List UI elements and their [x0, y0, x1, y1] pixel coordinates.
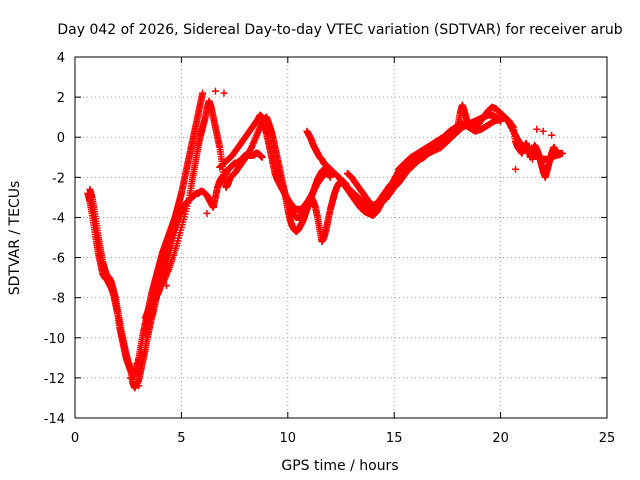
- y-tick-label: -10: [44, 332, 65, 347]
- data-point: [126, 374, 134, 382]
- data-point: [533, 125, 541, 133]
- data-point: [133, 360, 141, 368]
- data-point: [211, 87, 219, 95]
- y-tick-label: 4: [57, 51, 65, 66]
- data-point: [539, 127, 547, 135]
- x-tick-label: 25: [599, 431, 616, 446]
- data-point: [548, 131, 556, 139]
- x-axis-label: GPS time / hours: [281, 458, 398, 474]
- plot-frame: [74, 56, 608, 419]
- data-point: [97, 250, 105, 258]
- data-point: [511, 165, 519, 173]
- data-points: [84, 87, 566, 392]
- x-tick-label: 10: [280, 431, 297, 446]
- y-tick-label: 2: [57, 91, 65, 106]
- data-point: [529, 155, 537, 163]
- x-tick-label: 0: [71, 431, 79, 446]
- y-tick-label: -12: [44, 372, 65, 387]
- y-axis-label: SDTVAR / TECUs: [7, 181, 23, 296]
- axis-ticks: 0 5 10 15 20 25 -14 -12 -10 -8 -6 -4 -2 0 2 4: [44, 51, 616, 446]
- y-tick-label: 0: [57, 131, 65, 146]
- data-point: [139, 350, 147, 358]
- x-tick-label: 20: [492, 431, 509, 446]
- data-point: [203, 209, 211, 217]
- x-tick-label: 5: [177, 431, 185, 446]
- data-point: [143, 318, 151, 326]
- y-tick-label: -4: [52, 211, 65, 226]
- y-tick-label: -14: [44, 412, 65, 427]
- data-point: [220, 89, 228, 97]
- y-tick-label: -6: [52, 252, 65, 267]
- y-tick-label: -2: [52, 171, 65, 186]
- data-point: [558, 149, 566, 157]
- data-point: [199, 89, 207, 97]
- y-tick-label: -8: [52, 292, 65, 307]
- chart-title: Day 042 of 2026, Sidereal Day-to-day VTE…: [57, 22, 622, 38]
- data-point: [135, 382, 143, 390]
- data-point: [258, 153, 266, 161]
- data-point: [163, 282, 171, 290]
- x-tick-label: 15: [386, 431, 403, 446]
